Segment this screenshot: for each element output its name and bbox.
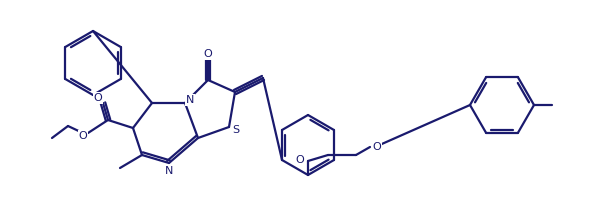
Text: N: N xyxy=(186,95,194,105)
Text: O: O xyxy=(296,155,305,165)
Text: O: O xyxy=(203,49,212,59)
Text: O: O xyxy=(372,142,381,152)
Text: N: N xyxy=(165,166,173,176)
Text: O: O xyxy=(93,93,102,103)
Text: O: O xyxy=(79,131,87,141)
Text: S: S xyxy=(233,125,240,135)
